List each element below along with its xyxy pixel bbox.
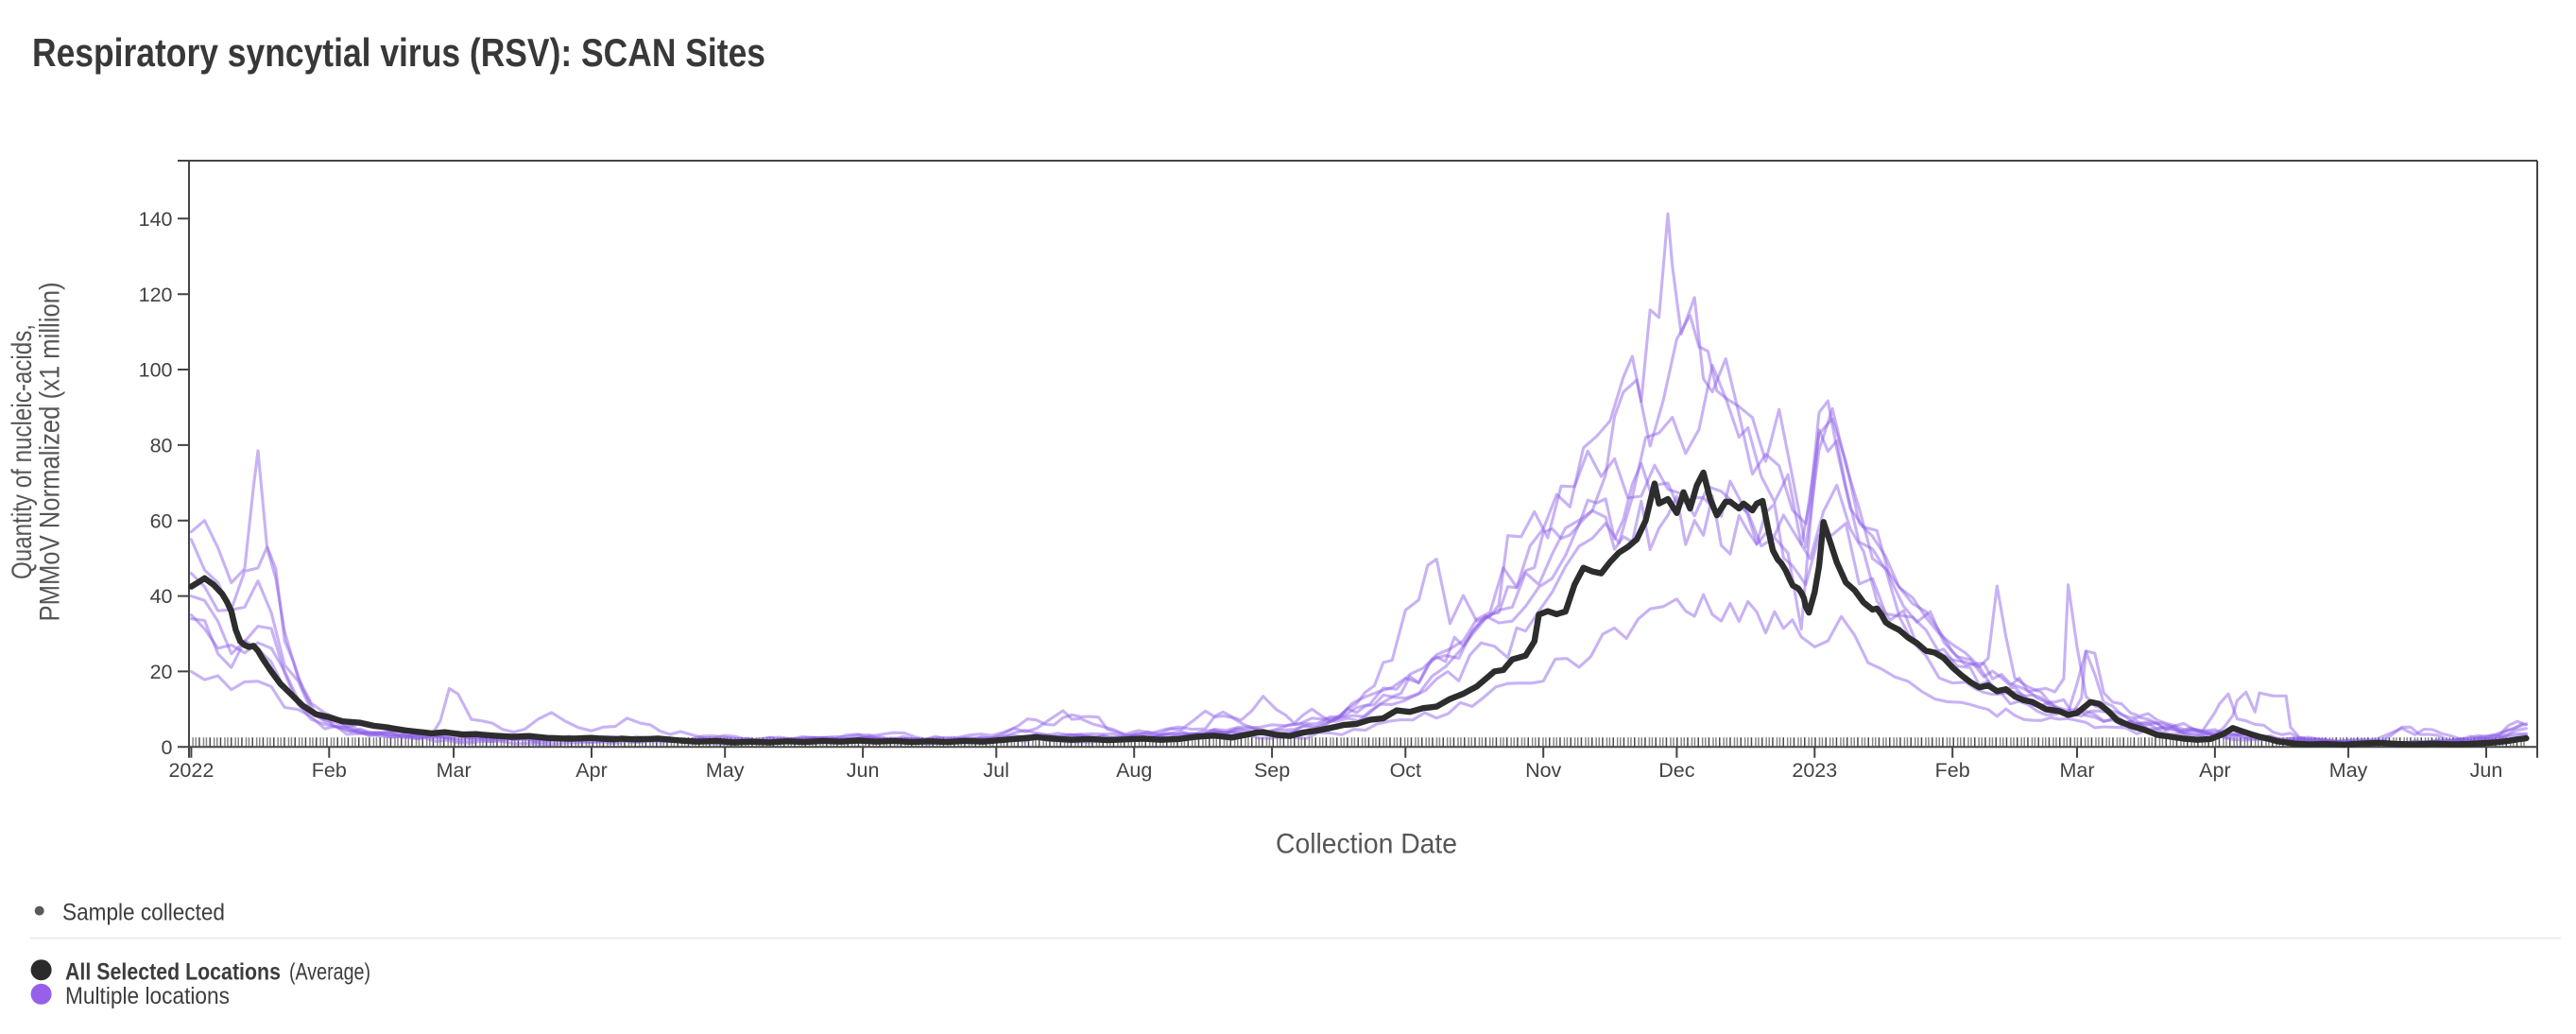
svg-text:Apr: Apr xyxy=(575,759,607,782)
svg-text:140: 140 xyxy=(139,208,173,231)
svg-text:Mar: Mar xyxy=(437,759,472,782)
svg-text:Feb: Feb xyxy=(312,759,347,782)
svg-text:Aug: Aug xyxy=(1116,759,1152,782)
svg-text:2023: 2023 xyxy=(1792,759,1837,782)
svg-text:(Average): (Average) xyxy=(289,958,370,985)
svg-text:Nov: Nov xyxy=(1525,759,1561,782)
svg-text:Respiratory syncytial virus (R: Respiratory syncytial virus (RSV): SCAN … xyxy=(32,30,765,75)
svg-text:60: 60 xyxy=(150,509,173,532)
svg-text:20: 20 xyxy=(150,661,173,683)
svg-text:Apr: Apr xyxy=(2199,759,2230,782)
svg-text:80: 80 xyxy=(150,435,173,457)
svg-text:Multiple locations: Multiple locations xyxy=(65,983,230,1009)
svg-text:Collection Date: Collection Date xyxy=(1276,829,1457,860)
svg-text:0: 0 xyxy=(162,736,173,759)
svg-text:40: 40 xyxy=(150,585,173,608)
svg-text:Jun: Jun xyxy=(847,759,880,782)
svg-text:Sample collected: Sample collected xyxy=(62,900,225,926)
svg-text:Mar: Mar xyxy=(2059,759,2094,782)
svg-text:Dec: Dec xyxy=(1658,759,1694,782)
svg-text:Jul: Jul xyxy=(984,759,1009,782)
svg-text:Quantity of nucleic-acids,: Quantity of nucleic-acids, xyxy=(7,324,38,579)
svg-text:Jun: Jun xyxy=(2470,759,2503,782)
svg-text:May: May xyxy=(706,759,745,782)
svg-text:May: May xyxy=(2329,759,2368,782)
svg-text:120: 120 xyxy=(139,284,173,306)
svg-text:All Selected Locations: All Selected Locations xyxy=(65,958,281,985)
svg-text:Sep: Sep xyxy=(1254,759,1290,782)
svg-text:100: 100 xyxy=(139,359,173,382)
svg-text:2022: 2022 xyxy=(168,759,214,782)
svg-text:Feb: Feb xyxy=(1935,759,1970,782)
svg-text:PMMoV Normalized (x1 million): PMMoV Normalized (x1 million) xyxy=(35,283,66,622)
svg-text:Oct: Oct xyxy=(1390,759,1421,782)
